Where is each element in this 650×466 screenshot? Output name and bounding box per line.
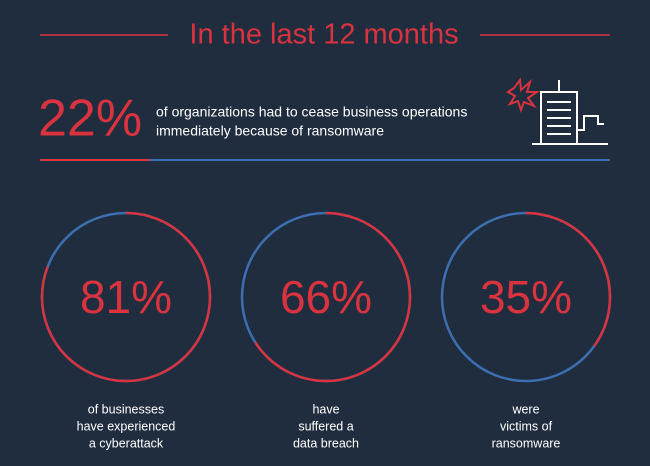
headline-text: immediately because of ransomware: [156, 123, 384, 139]
stat-caption: a cyberattack: [89, 436, 164, 450]
stat-percent: 35%: [480, 271, 572, 323]
stat-percent: 81%: [80, 271, 172, 323]
stat-caption: have experienced: [77, 419, 176, 433]
stat-caption: suffered a: [298, 419, 353, 433]
headline-percent: 22%: [38, 90, 142, 148]
building-icon: [506, 77, 608, 145]
headline-text: of organizations had to cease business o…: [156, 104, 467, 120]
title: In the last 12 months: [189, 19, 458, 51]
stat-percent: 66%: [280, 271, 372, 323]
stat-caption: ransomware: [492, 436, 561, 450]
stat-caption: victims of: [500, 419, 553, 433]
stat-caption: data breach: [293, 436, 359, 450]
ring-arc: [440, 211, 612, 383]
stat-caption: have: [312, 402, 339, 416]
ring-arc: [240, 211, 412, 383]
ring-arc: [40, 211, 212, 383]
stat-caption: were: [511, 402, 539, 416]
stat-caption: of businesses: [88, 402, 164, 416]
